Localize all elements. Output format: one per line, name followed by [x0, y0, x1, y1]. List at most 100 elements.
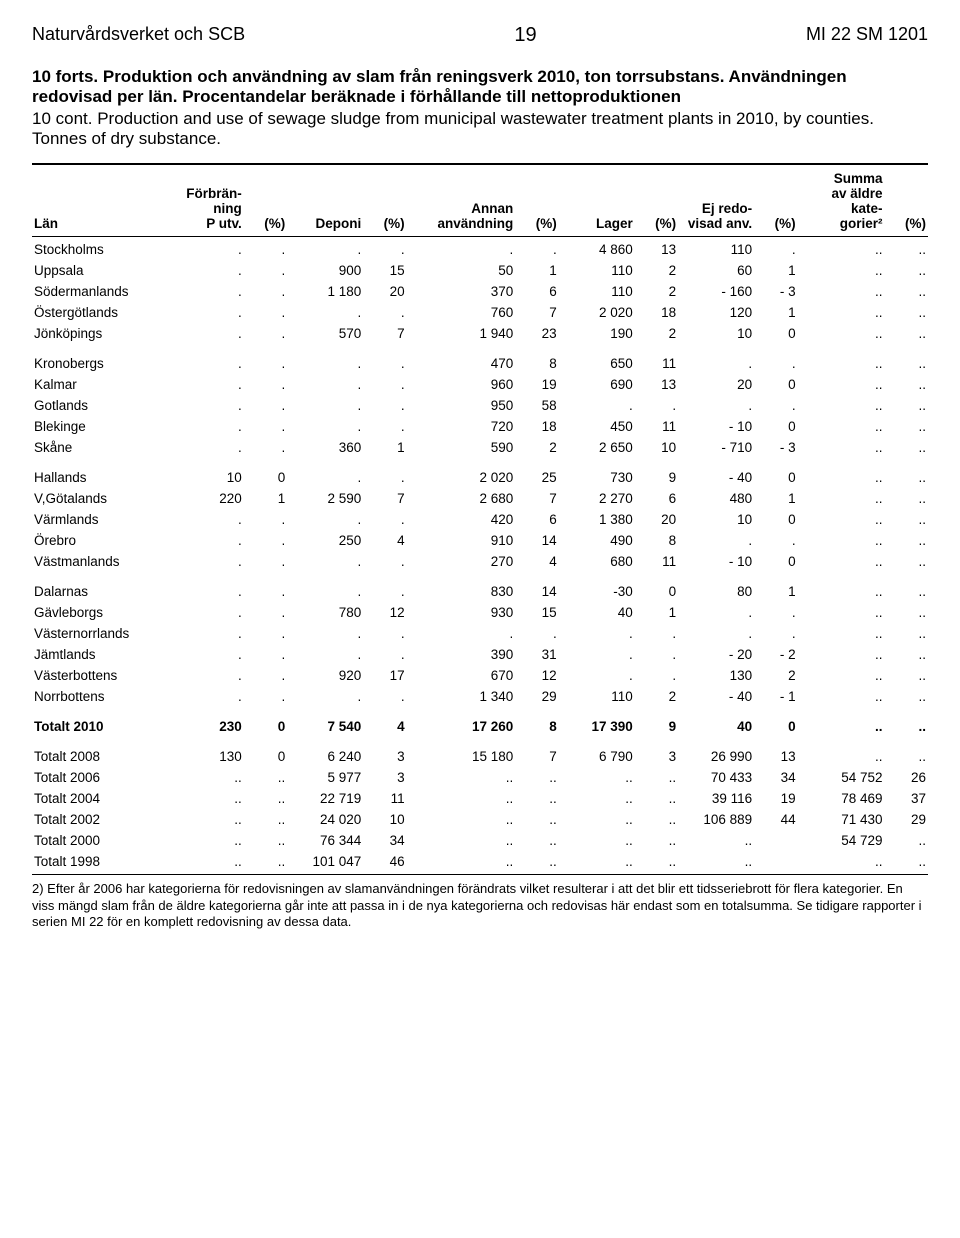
cell: . [754, 344, 797, 374]
row-label: Totalt 2002 [32, 809, 168, 830]
cell: .. [884, 437, 928, 458]
row-label: Norrbottens [32, 686, 168, 707]
cell: . [168, 416, 244, 437]
cell [754, 830, 797, 851]
cell: . [287, 644, 363, 665]
cell: . [168, 437, 244, 458]
cell: .. [884, 707, 928, 737]
cell: . [287, 239, 363, 260]
cell: . [635, 623, 678, 644]
table-head: LänFörbrän-ningP utv.(%)Deponi(%)Annanan… [32, 169, 928, 234]
cell: 19 [754, 788, 797, 809]
cell: . [244, 686, 287, 707]
cell: . [559, 665, 635, 686]
cell: 106 889 [678, 809, 754, 830]
cell: . [168, 281, 244, 302]
cell: 900 [287, 260, 363, 281]
cell: . [363, 344, 406, 374]
cell: 7 [515, 302, 558, 323]
cell: 650 [559, 344, 635, 374]
cell: 930 [407, 602, 516, 623]
table-row: Totalt 2000....76 34434..........54 729.… [32, 830, 928, 851]
cell: .. [884, 302, 928, 323]
cell: .. [884, 509, 928, 530]
cell: .. [884, 551, 928, 572]
cell: 0 [754, 707, 797, 737]
cell: 4 860 [559, 239, 635, 260]
cell: . [407, 239, 516, 260]
cell: 70 433 [678, 767, 754, 788]
cell: 3 [363, 767, 406, 788]
cell: 9 [635, 707, 678, 737]
cell: . [559, 644, 635, 665]
cell: . [244, 260, 287, 281]
cell: 450 [559, 416, 635, 437]
cell: .. [559, 830, 635, 851]
cell: . [678, 395, 754, 416]
cell: . [363, 572, 406, 602]
cell: - 2 [754, 644, 797, 665]
cell: 910 [407, 530, 516, 551]
cell: 0 [244, 458, 287, 488]
table-row: Totalt 200813006 240315 18076 790326 990… [32, 737, 928, 767]
page-header: Naturvårdsverket och SCB 19 MI 22 SM 120… [32, 24, 928, 47]
cell: .. [884, 851, 928, 872]
cell: . [168, 644, 244, 665]
cell: . [168, 572, 244, 602]
cell: .. [168, 788, 244, 809]
cell: 1 340 [407, 686, 516, 707]
cell: 190 [559, 323, 635, 344]
cell: . [244, 623, 287, 644]
cell: .. [515, 788, 558, 809]
cell: 31 [515, 644, 558, 665]
cell: .. [244, 788, 287, 809]
cell: . [168, 551, 244, 572]
cell: . [244, 281, 287, 302]
column-header: (%) [515, 169, 558, 234]
cell: .. [678, 830, 754, 851]
cell: 10 [168, 458, 244, 488]
cell: . [287, 344, 363, 374]
row-label: Totalt 2000 [32, 830, 168, 851]
cell: 6 790 [559, 737, 635, 767]
cell: 20 [363, 281, 406, 302]
cell: .. [798, 344, 885, 374]
cell: .. [798, 602, 885, 623]
row-label: Kalmar [32, 374, 168, 395]
cell: - 40 [678, 458, 754, 488]
cell: 10 [363, 809, 406, 830]
cell: 10 [635, 437, 678, 458]
cell: . [244, 395, 287, 416]
table-row: Västernorrlands.............. [32, 623, 928, 644]
cell: . [363, 458, 406, 488]
cell: .. [884, 830, 928, 851]
title-english: 10 cont. Production and use of sewage sl… [32, 109, 928, 149]
cell: .. [515, 809, 558, 830]
cell: .. [884, 458, 928, 488]
cell: 15 [363, 260, 406, 281]
cell: 12 [515, 665, 558, 686]
column-header: (%) [754, 169, 797, 234]
row-label: Blekinge [32, 416, 168, 437]
cell: 29 [515, 686, 558, 707]
row-label: Västerbottens [32, 665, 168, 686]
cell: 2 [515, 437, 558, 458]
cell: 8 [515, 707, 558, 737]
cell: .. [884, 416, 928, 437]
cell: 7 540 [287, 707, 363, 737]
cell: 10 [678, 509, 754, 530]
cell: 0 [635, 572, 678, 602]
cell: .. [244, 809, 287, 830]
cell: . [363, 239, 406, 260]
cell: .. [559, 788, 635, 809]
cell: 44 [754, 809, 797, 830]
cell: 270 [407, 551, 516, 572]
cell: 20 [635, 509, 678, 530]
cell: .. [798, 851, 885, 872]
cell: .. [884, 665, 928, 686]
row-label: Totalt 1998 [32, 851, 168, 872]
cell: . [363, 395, 406, 416]
cell: .. [559, 767, 635, 788]
cell: 1 [754, 572, 797, 602]
cell: .. [798, 551, 885, 572]
